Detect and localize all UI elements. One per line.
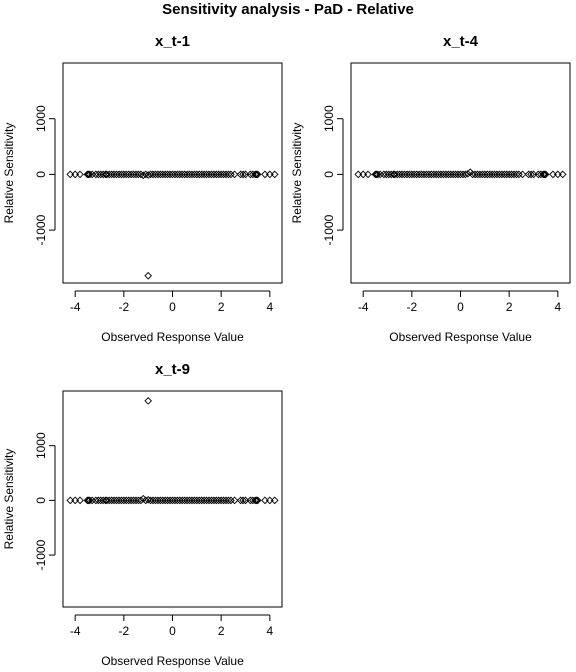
y-tick-label: -1000 [34,539,48,570]
y-tick-label: 1000 [322,105,336,132]
data-point [239,496,247,505]
x-tick-label: 2 [218,300,225,314]
data-point [253,496,262,505]
y-axis-label: Relative Sensitivity [2,449,16,550]
data-point [373,170,382,179]
x-tick-label: 0 [169,300,176,314]
plot-frame [350,62,571,284]
data-point [224,170,233,179]
x-axis-label: Observed Response Value [389,330,532,344]
data-point [252,170,261,179]
scatter-panel-x_t-9: x_t-9 -4 -2 0 2 4 -1000 0 1000 Observed Response … [2,361,283,668]
data-point [558,170,567,179]
y-tick-label: -1000 [34,214,48,245]
data-point [230,170,239,179]
data-point [512,170,521,179]
data-point [270,170,279,179]
data-point [540,170,549,179]
x-tick-label: -4 [70,624,81,638]
y-tick-label: 1000 [34,105,48,132]
data-point [527,170,535,179]
y-axis-label: Relative Sensitivity [2,123,16,224]
data-point [144,397,153,405]
data-point [364,170,372,179]
x-tick-label: -4 [358,300,369,314]
data-point [251,170,260,179]
panel-title: x_t-1 [155,33,190,50]
x-tick-label: -2 [118,300,129,314]
x-tick-label: 2 [506,300,513,314]
y-tick-label: 0 [34,171,48,178]
x-tick-label: -2 [406,300,417,314]
data-point [134,170,143,179]
scatter-panel-x_t-4: x_t-4 -4 -2 0 2 4 -1000 0 1000 Observed Response … [290,33,571,344]
x-tick-label: -2 [118,624,129,638]
scatter-panel-x_t-1: x_t-1 -4 -2 0 2 4 -1000 0 1000 Observed Response … [2,33,283,344]
x-tick-label: 0 [169,624,176,638]
data-point [76,496,84,505]
x-tick-label: 4 [266,300,273,314]
data-point [144,495,153,504]
data-point [144,271,153,280]
data-point [224,496,233,505]
y-tick-label: -1000 [322,214,336,245]
data-point [541,170,550,179]
x-axis-label: Observed Response Value [101,654,244,668]
data-point [76,170,84,179]
data-point [239,170,247,179]
figure-title: Sensitivity analysis - PaD - Relative [162,1,414,18]
x-tick-label: 4 [554,300,561,314]
plot-frame [62,390,283,608]
data-point [85,496,94,505]
data-point [463,169,472,178]
data-point [253,170,262,179]
data-point [518,170,527,179]
y-axis-label: Relative Sensitivity [290,123,304,224]
x-tick-label: 4 [266,624,273,638]
panel-title: x_t-4 [443,33,479,50]
y-tick-label: 0 [34,497,48,504]
data-point [270,496,279,505]
panel-title: x_t-9 [155,361,190,378]
x-tick-label: 2 [218,624,225,638]
x-axis-label: Observed Response Value [101,330,244,344]
x-tick-label: 0 [457,300,464,314]
data-point [539,170,548,179]
data-point [230,496,239,505]
y-tick-label: 0 [322,171,336,178]
data-point [251,496,260,505]
x-tick-label: -4 [70,300,81,314]
y-tick-label: 1000 [34,432,48,459]
data-point [461,170,470,179]
data-point [252,496,261,505]
data-point [85,170,94,179]
plot-frame [62,62,283,284]
